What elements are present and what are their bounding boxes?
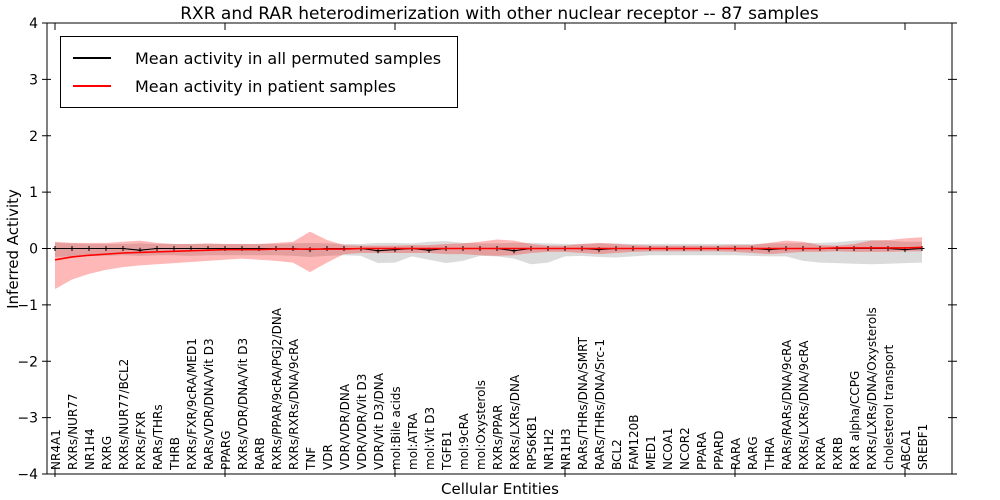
category-label: RXRs/PPAR: [491, 405, 505, 470]
category-label: mol:Oxysterols: [474, 380, 488, 470]
legend-label-permuted: Mean activity in all permuted samples: [135, 48, 442, 68]
y-tick-label: −4: [17, 467, 38, 483]
category-label: mol:ATRA: [406, 412, 420, 470]
category-label: RARG: [746, 436, 760, 470]
category-label: VDR: [321, 444, 335, 470]
legend: Mean activity in all permuted samples Me…: [60, 36, 459, 108]
category-label: VDR/Vit D3/DNA: [372, 372, 386, 470]
y-tick-label: −1: [17, 298, 38, 314]
permuted-line-swatch: [73, 57, 111, 59]
category-label: RXRA: [814, 437, 828, 470]
y-tick-label: 3: [29, 72, 38, 88]
category-label: RPS6KB1: [525, 415, 539, 470]
category-label: RARB: [253, 437, 267, 470]
category-label: THRB: [168, 437, 182, 471]
category-label: PPARD: [712, 431, 726, 471]
category-label: TNF: [304, 447, 318, 471]
category-label: RXRs/NUR77/BCL2: [117, 359, 131, 470]
y-axis-label: Inferred Activity: [4, 189, 22, 309]
legend-item-patient: Mean activity in patient samples: [73, 72, 441, 100]
category-label: RXRG: [100, 436, 114, 470]
patient-mean-line: [54, 246, 923, 261]
category-label: SREBF1: [916, 424, 930, 470]
category-label: NR1H4: [83, 428, 97, 470]
category-label: RARA: [729, 437, 743, 470]
category-label: mol:Vit D3: [423, 407, 437, 470]
category-label: RARs/RARs/DNA/9cRA: [780, 339, 794, 470]
category-label: RXR alpha/CCPG: [848, 371, 862, 470]
category-label: NR4A1: [49, 429, 63, 470]
y-tick-label: −2: [17, 354, 38, 370]
y-tick-label: 4: [29, 16, 38, 32]
category-label: RXRs/VDR/DNA/Vit D3: [236, 338, 250, 470]
category-label: BCL2: [610, 439, 624, 470]
category-label: RXRs/FXR: [134, 411, 148, 470]
category-label: NR1H3: [559, 428, 573, 470]
category-label: NR1H2: [542, 428, 556, 470]
category-label: THRA: [763, 437, 777, 471]
category-label: mol:Bile acids: [389, 386, 403, 470]
category-label: RXRs/LXRs/DNA/Oxysterols: [865, 307, 879, 470]
category-label: FAM120B: [627, 415, 641, 471]
category-label: RXRs/LXRs/DNA: [508, 374, 522, 470]
category-label: PPARG: [219, 430, 233, 470]
y-tick-label: −3: [17, 411, 38, 427]
category-label: RARs/THRs: [151, 404, 165, 470]
category-label: RARs/THRs/DNA/Src-1: [593, 339, 607, 470]
category-label: NCOR2: [678, 427, 692, 470]
category-label: RARs/VDR/DNA/Vit D3: [202, 338, 216, 470]
category-label: RXRs/NUR77: [66, 393, 80, 470]
category-label: PPARA: [695, 431, 709, 470]
y-tick-label: 1: [29, 185, 38, 201]
legend-label-patient: Mean activity in patient samples: [135, 76, 396, 96]
category-label: RARs/THRs/DNA/SMRT: [576, 336, 590, 470]
x-axis-label: Cellular Entities: [441, 480, 559, 498]
category-label: NCOA1: [661, 428, 675, 470]
y-tick-label: 2: [29, 129, 38, 145]
category-label: VDR/VDR/DNA: [338, 383, 352, 470]
category-label: ABCA1: [899, 430, 913, 470]
legend-item-permuted: Mean activity in all permuted samples: [73, 44, 441, 72]
category-label: MED1: [644, 435, 658, 470]
category-label: RXRs/PPAR/9cRA/PGJ2/DNA: [270, 307, 284, 470]
category-label: RXRs/RXRs/DNA/9cRA: [287, 338, 301, 470]
category-label: cholesterol transport: [882, 344, 896, 470]
category-label: RXRs/FXR/9cRA/MED1: [185, 338, 199, 470]
patient-band: [55, 231, 922, 290]
category-label: VDR/VDR/Vit D3: [355, 374, 369, 470]
y-tick-label: 0: [29, 242, 38, 258]
category-label: mol:9cRA: [457, 413, 471, 470]
permuted-band: [55, 240, 922, 265]
category-label: RXRs/LXRs/DNA/9cRA: [797, 340, 811, 470]
chart-title: RXR and RAR heterodimerization with othe…: [180, 4, 819, 24]
category-label: RXRB: [831, 437, 845, 470]
category-label: TGFB1: [440, 431, 454, 471]
patient-line-swatch: [73, 85, 111, 87]
